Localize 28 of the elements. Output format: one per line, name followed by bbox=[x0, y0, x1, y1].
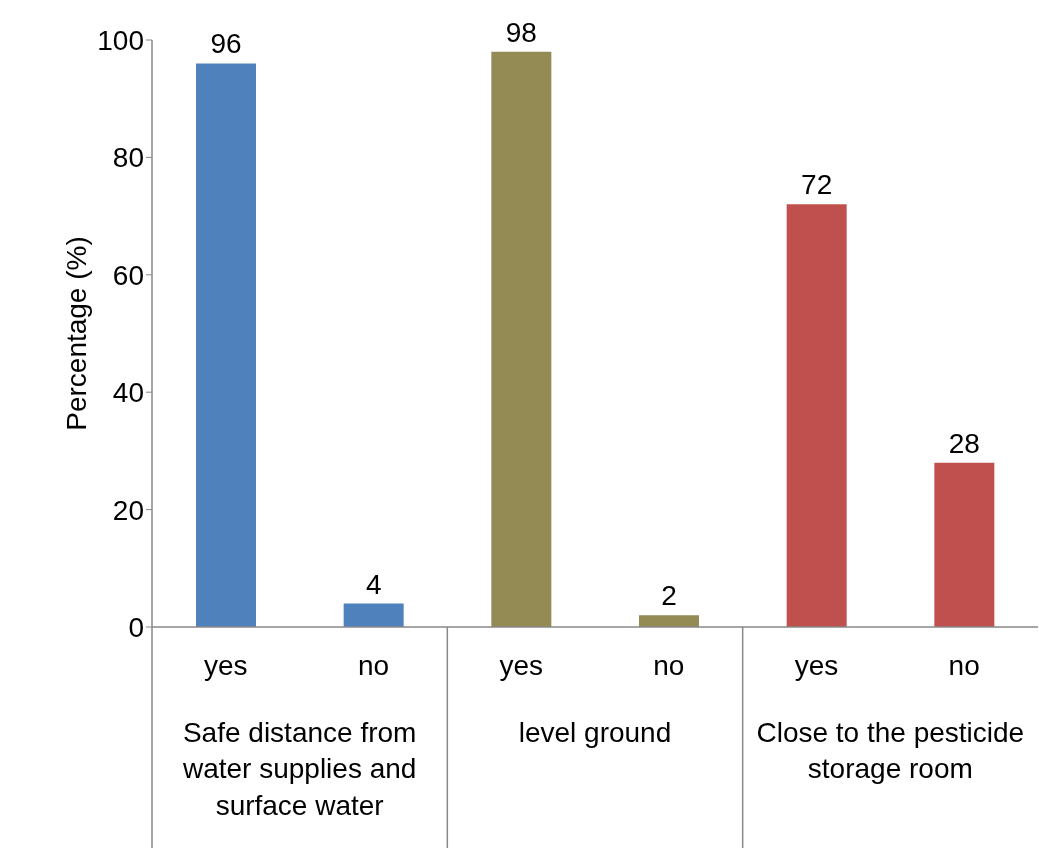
y-tick-label: 100 bbox=[97, 24, 144, 56]
bar bbox=[343, 603, 404, 627]
x-tick-label: no bbox=[948, 650, 980, 681]
bar bbox=[491, 51, 552, 627]
bar bbox=[196, 63, 256, 627]
x-tick-label: yes bbox=[499, 650, 543, 681]
data-label: 98 bbox=[505, 16, 537, 48]
text: level ground bbox=[517, 716, 673, 750]
x-tick-label: no bbox=[653, 650, 685, 681]
bar bbox=[934, 462, 995, 627]
y-tick-label: 40 bbox=[112, 377, 144, 409]
y-axis-title: Percentage (%) bbox=[60, 236, 92, 431]
data-label: 2 bbox=[661, 580, 677, 612]
text: Safe distance from water supplies and surface water bbox=[181, 716, 418, 823]
y-tick-label: 60 bbox=[112, 259, 144, 291]
data-label: 72 bbox=[801, 169, 833, 201]
x-tick-label: yes bbox=[794, 650, 839, 681]
bar bbox=[639, 615, 699, 627]
data-label: 4 bbox=[365, 568, 382, 600]
data-label: 28 bbox=[948, 427, 980, 459]
x-tick-label: yes bbox=[204, 650, 248, 681]
y-tick-label: 0 bbox=[128, 611, 144, 643]
text: Close to the pesticide storage room bbox=[755, 716, 1026, 787]
bar bbox=[786, 204, 847, 627]
y-tick-label: 20 bbox=[112, 494, 144, 526]
y-tick-label: 80 bbox=[112, 142, 144, 174]
data-label: 96 bbox=[210, 28, 242, 60]
x-tick-label: no bbox=[357, 650, 390, 681]
